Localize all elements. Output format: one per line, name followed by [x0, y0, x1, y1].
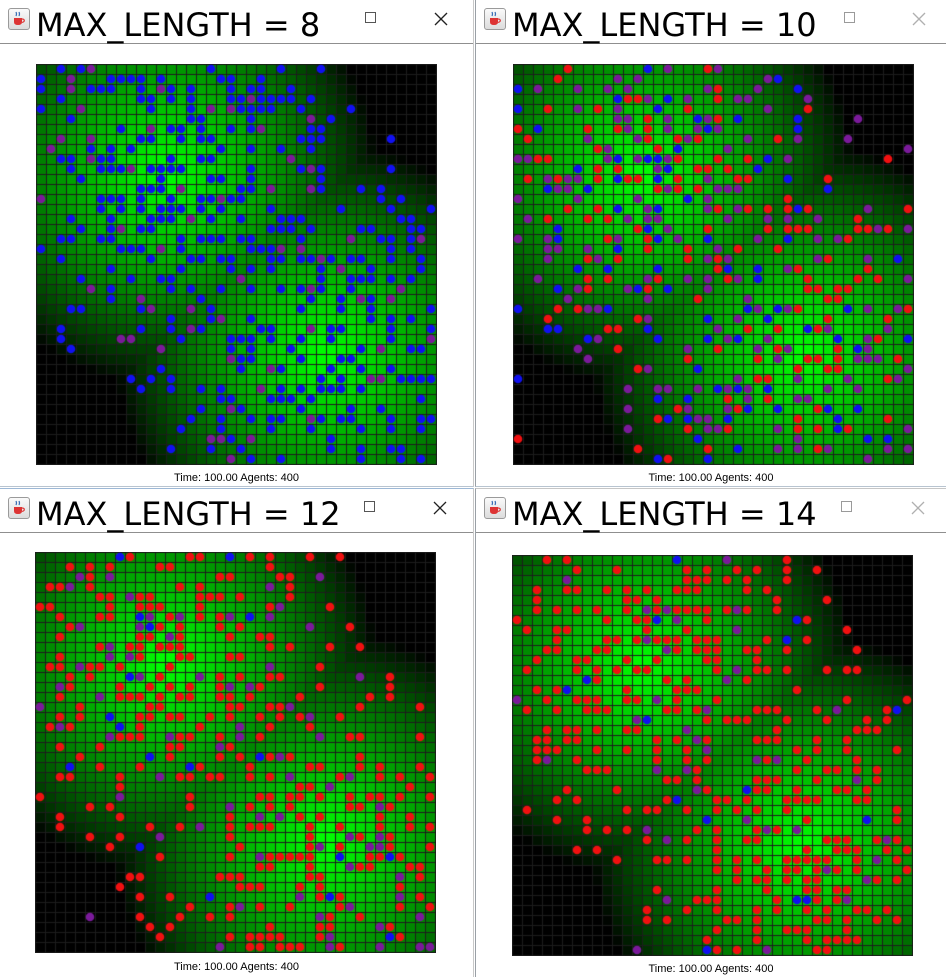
time-value: 100.00 — [678, 472, 713, 484]
agents-count: 400 — [280, 961, 299, 973]
sugarscape-grid[interactable] — [35, 552, 436, 953]
maximize-icon[interactable] — [364, 501, 375, 512]
sugarscape-grid[interactable] — [36, 64, 437, 465]
java-coffee-cup-icon[interactable] — [8, 497, 30, 519]
sugarscape-grid[interactable] — [513, 64, 914, 465]
time-value: 100.00 — [678, 963, 713, 975]
title-bar[interactable]: MAX_LENGTH = 14 — [476, 489, 946, 533]
window-title: MAX_LENGTH = 12 — [36, 495, 341, 533]
agents-count: 400 — [280, 472, 299, 484]
agents-count: 400 — [755, 963, 774, 975]
maximize-icon[interactable] — [841, 501, 852, 512]
time-label: Time: — [648, 963, 676, 975]
time-label: Time: — [174, 961, 202, 973]
status-bar: Time: 100.00 Agents: 400 — [476, 963, 946, 975]
time-value: 100.00 — [204, 961, 238, 973]
simulation-window-max-length-12: MAX_LENGTH = 12 Time: 100.00 Agents: 400 — [0, 488, 474, 977]
java-coffee-cup-icon[interactable] — [484, 8, 506, 30]
time-label: Time: — [174, 472, 202, 484]
close-icon[interactable] — [431, 499, 449, 517]
status-bar: Time: 100.00 Agents: 400 — [476, 472, 946, 484]
agents-label: Agents: — [240, 961, 278, 973]
java-coffee-cup-icon[interactable] — [8, 8, 30, 30]
maximize-icon[interactable] — [844, 12, 855, 23]
java-coffee-cup-icon[interactable] — [484, 497, 506, 519]
title-bar[interactable]: MAX_LENGTH = 8 — [0, 0, 473, 44]
maximize-icon[interactable] — [365, 12, 376, 23]
close-icon[interactable] — [432, 10, 450, 28]
sugarscape-grid[interactable] — [512, 555, 913, 956]
agents-label: Agents: — [714, 472, 753, 484]
simulation-window-max-length-10: MAX_LENGTH = 10 Time: 100.00 Agents: 400 — [475, 0, 946, 487]
close-icon[interactable] — [909, 499, 927, 517]
close-icon[interactable] — [910, 10, 928, 28]
time-label: Time: — [648, 472, 676, 484]
agents-label: Agents: — [240, 472, 278, 484]
simulation-window-max-length-14: MAX_LENGTH = 14 Time: 100.00 Agents: 400 — [475, 488, 946, 977]
time-value: 100.00 — [204, 472, 238, 484]
status-bar: Time: 100.00 Agents: 400 — [0, 472, 473, 484]
title-bar[interactable]: MAX_LENGTH = 12 — [0, 489, 473, 533]
window-title: MAX_LENGTH = 14 — [512, 495, 817, 533]
window-title: MAX_LENGTH = 10 — [512, 6, 817, 44]
status-bar: Time: 100.00 Agents: 400 — [0, 961, 473, 973]
simulation-window-max-length-8: MAX_LENGTH = 8 Time: 100.00 Agents: 400 — [0, 0, 474, 487]
window-title: MAX_LENGTH = 8 — [36, 6, 321, 44]
agents-label: Agents: — [714, 963, 753, 975]
title-bar[interactable]: MAX_LENGTH = 10 — [476, 0, 946, 44]
agents-count: 400 — [755, 472, 774, 484]
